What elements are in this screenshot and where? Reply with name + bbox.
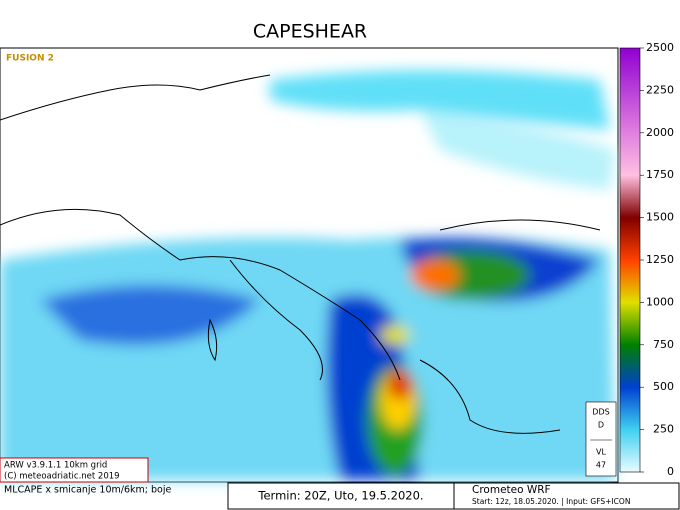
colorbar-tick-label: 2000 [646,126,674,139]
colorbar-tick-label: 2250 [646,83,674,96]
colorbar-tick-label: 750 [653,338,674,351]
map: FUSION 2 DDS D VL 47 ARW v3.9.1.1 10km g… [0,47,619,483]
brand: Crometeo WRF [472,484,551,496]
colorbar-tick-label: 1750 [646,168,674,181]
colorbar-tick-label: 0 [667,465,674,478]
colorbar: 0 250 500 750 1000 1250 1500 1750 2000 2250 2500 [619,41,674,478]
colorbar-tick-label: 2500 [646,41,674,54]
colorbar-tick-label: 250 [653,423,674,436]
footer: MLCAPE x smicanje 10m/6km; boje Termin: … [4,482,680,510]
valid-time: Termin: 20Z, Uto, 19.5.2020. [257,489,423,503]
colorbar-tick-label: 1000 [646,295,674,308]
title: CAPESHEAR [253,21,367,43]
station-bottom-sub: 47 [596,461,606,470]
cape-field [0,70,615,480]
info-line: (C) meteoadriatic.net 2019 [4,472,120,482]
model-label: FUSION 2 [6,54,54,64]
colorbar-tick-label: 1500 [646,211,674,224]
description: MLCAPE x smicanje 10m/6km; boje [4,485,171,496]
station-top-sub: D [598,421,604,430]
info-line: ARW v3.9.1.1 10km grid [4,461,107,471]
colorbar-tick-label: 500 [653,380,674,393]
run-info: Start: 12z, 18.05.2020. | Input: GFS+ICO… [472,497,630,506]
colorbar-tick-label: 1250 [646,253,674,266]
station-bottom: VL [596,448,606,457]
station-top: DDS [592,408,609,417]
coastlines [0,74,601,434]
